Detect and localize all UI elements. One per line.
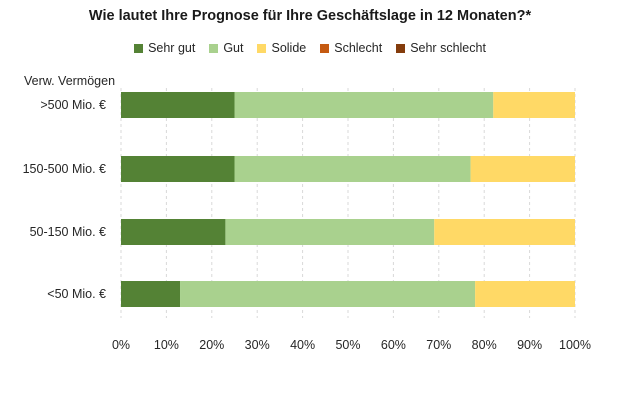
y-category-label: 50-150 Mio. € — [30, 225, 106, 239]
x-tick-label: 30% — [245, 338, 270, 352]
bar-segment — [121, 92, 235, 118]
legend-label: Sehr gut — [148, 41, 196, 55]
y-category-label: <50 Mio. € — [47, 287, 106, 301]
legend-item: Solide — [257, 41, 306, 55]
bar-segment — [493, 92, 575, 118]
legend-swatch — [320, 43, 330, 53]
legend-swatch — [209, 43, 219, 53]
legend-item: Schlecht — [320, 41, 382, 55]
y-category-label: >500 Mio. € — [40, 98, 106, 112]
bar-segment — [180, 281, 476, 307]
legend-item: Gut — [209, 41, 243, 55]
x-tick-label: 80% — [472, 338, 497, 352]
bar-segment — [121, 281, 181, 307]
legend-label: Gut — [223, 41, 244, 55]
bar-segment — [121, 156, 235, 182]
x-tick-label: 20% — [199, 338, 224, 352]
y-axis-title: Verw. Vermögen — [24, 74, 116, 88]
x-tick-label: 100% — [559, 338, 591, 352]
chart-legend: Sehr gut Gut Solide Schlecht Sehr schlecht — [0, 41, 620, 55]
bar-segment — [121, 219, 226, 245]
bar-segment — [225, 219, 435, 245]
bar-segment — [434, 219, 575, 245]
legend-item: Sehr gut — [134, 41, 195, 55]
x-tick-label: 70% — [426, 338, 451, 352]
x-tick-label: 90% — [517, 338, 542, 352]
legend-item: Sehr schlecht — [396, 41, 486, 55]
legend-swatch — [134, 43, 144, 53]
legend-label: Sehr schlecht — [410, 41, 486, 55]
x-tick-label: 40% — [290, 338, 315, 352]
bar-segment — [234, 156, 471, 182]
bar-segment — [470, 156, 575, 182]
y-category-label: 150-500 Mio. € — [23, 162, 106, 176]
chart-title: Wie lautet Ihre Prognose für Ihre Geschä… — [88, 8, 532, 24]
x-tick-label: 10% — [154, 338, 179, 352]
x-tick-label: 60% — [381, 338, 406, 352]
legend-swatch — [257, 43, 267, 53]
legend-label: Solide — [271, 41, 307, 55]
x-tick-label: 50% — [335, 338, 360, 352]
bar-segment — [234, 92, 494, 118]
legend-label: Schlecht — [334, 41, 383, 55]
legend-swatch — [396, 43, 406, 53]
x-tick-label: 0% — [112, 338, 130, 352]
bar-segment — [475, 281, 575, 307]
